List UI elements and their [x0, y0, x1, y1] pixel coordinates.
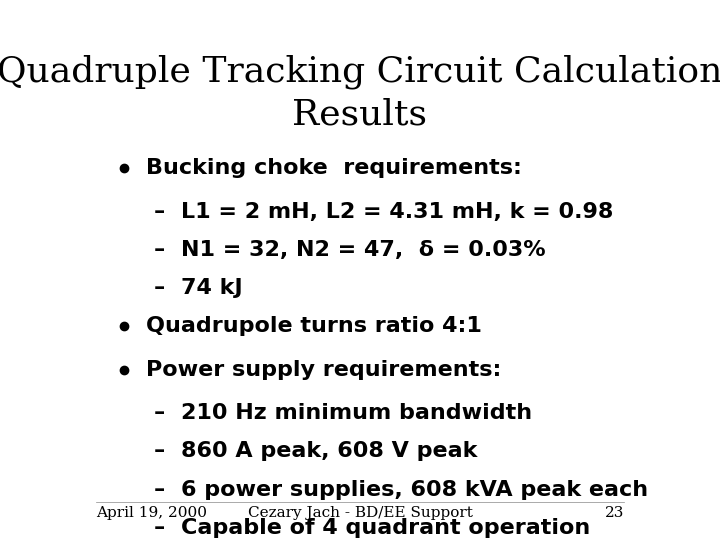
Text: Power supply requirements:: Power supply requirements:	[145, 360, 501, 380]
Text: –: –	[153, 278, 165, 298]
Text: –: –	[153, 240, 165, 260]
Text: –: –	[153, 202, 165, 222]
Text: L1 = 2 mH, L2 = 4.31 mH, k = 0.98: L1 = 2 mH, L2 = 4.31 mH, k = 0.98	[181, 202, 613, 222]
Text: –: –	[153, 403, 165, 423]
Text: Quadruple Tracking Circuit Calculation
Results: Quadruple Tracking Circuit Calculation R…	[0, 55, 720, 131]
Text: 23: 23	[605, 506, 624, 520]
Text: –: –	[153, 518, 165, 538]
Text: 74 kJ: 74 kJ	[181, 278, 243, 298]
Text: 6 power supplies, 608 kVA peak each: 6 power supplies, 608 kVA peak each	[181, 480, 649, 500]
Text: April 19, 2000: April 19, 2000	[96, 506, 207, 520]
Text: –: –	[153, 480, 165, 500]
Text: Bucking choke  requirements:: Bucking choke requirements:	[145, 158, 521, 178]
Text: –: –	[153, 442, 165, 462]
Text: Quadrupole turns ratio 4:1: Quadrupole turns ratio 4:1	[145, 316, 482, 336]
Text: Capable of 4 quadrant operation: Capable of 4 quadrant operation	[181, 518, 590, 538]
Text: 210 Hz minimum bandwidth: 210 Hz minimum bandwidth	[181, 403, 532, 423]
Text: Cezary Jach - BD/EE Support: Cezary Jach - BD/EE Support	[248, 506, 472, 520]
Text: N1 = 32, N2 = 47,  δ = 0.03%: N1 = 32, N2 = 47, δ = 0.03%	[181, 240, 546, 260]
Text: 860 A peak, 608 V peak: 860 A peak, 608 V peak	[181, 442, 477, 462]
